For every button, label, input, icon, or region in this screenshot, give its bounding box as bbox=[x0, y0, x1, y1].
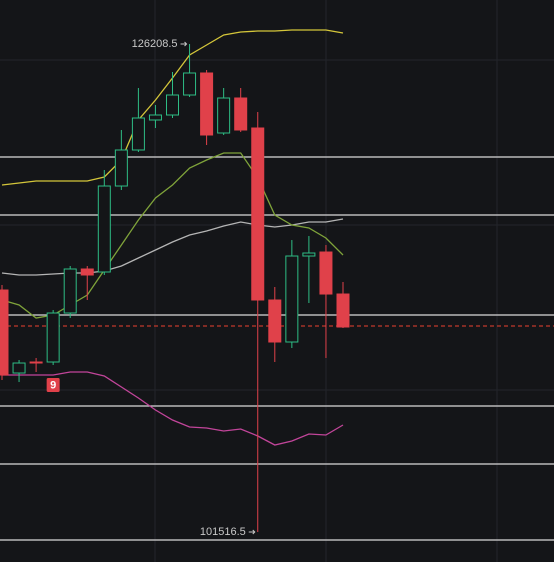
candle bbox=[63, 266, 77, 319]
candle bbox=[319, 245, 333, 359]
candle-body bbox=[114, 149, 128, 187]
candle bbox=[285, 240, 299, 349]
annotation-text: 9 bbox=[50, 379, 56, 391]
candle-body bbox=[63, 268, 77, 314]
candle-body bbox=[80, 268, 94, 276]
candle bbox=[114, 130, 128, 191]
candle-body bbox=[302, 252, 316, 257]
candle-body bbox=[166, 94, 179, 116]
candle-body bbox=[12, 362, 26, 374]
candle-body bbox=[200, 72, 214, 136]
candle-body bbox=[234, 97, 248, 131]
indicator-line bbox=[1, 218, 344, 276]
candle bbox=[336, 282, 350, 329]
label-arrow bbox=[180, 41, 188, 47]
candle-body bbox=[183, 72, 197, 96]
candle-body bbox=[285, 255, 299, 343]
price-label: 126208.5 bbox=[132, 38, 178, 50]
candle bbox=[148, 105, 162, 129]
candle bbox=[183, 44, 197, 97]
candle-body bbox=[148, 114, 162, 121]
candle bbox=[46, 310, 60, 366]
candle bbox=[217, 88, 231, 136]
annotation-badge bbox=[46, 378, 60, 392]
candle-body bbox=[131, 117, 145, 151]
indicator-line bbox=[2, 371, 344, 446]
label-arrow bbox=[248, 529, 256, 535]
candle-body bbox=[29, 361, 43, 364]
candle-body bbox=[46, 312, 60, 363]
candle bbox=[0, 285, 9, 381]
candle bbox=[80, 266, 94, 301]
candle-body bbox=[319, 251, 333, 295]
candle-body bbox=[97, 185, 111, 273]
candle bbox=[29, 358, 43, 373]
candle bbox=[166, 71, 179, 119]
candle bbox=[97, 170, 111, 276]
candle bbox=[268, 287, 282, 363]
candle bbox=[200, 69, 214, 146]
candle bbox=[251, 111, 265, 532]
candle bbox=[234, 88, 248, 132]
candle bbox=[131, 88, 145, 152]
candle-body bbox=[268, 299, 282, 343]
price-label: 101516.5 bbox=[200, 526, 246, 538]
candle bbox=[302, 236, 316, 304]
candle-body bbox=[336, 293, 350, 328]
candle-body bbox=[251, 127, 265, 301]
candle-body bbox=[0, 289, 9, 376]
indicator-line bbox=[1, 152, 344, 319]
candle bbox=[12, 360, 26, 383]
candle-body bbox=[217, 97, 231, 134]
